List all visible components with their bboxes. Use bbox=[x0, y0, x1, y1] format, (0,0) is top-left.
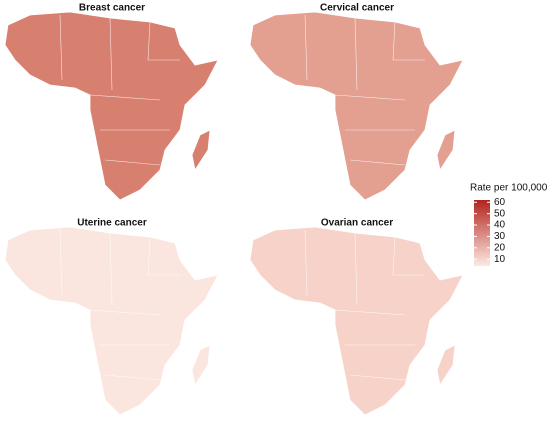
borders bbox=[59, 229, 180, 381]
borders bbox=[59, 14, 180, 166]
panel-title: Cervical cancer bbox=[320, 3, 394, 14]
borders bbox=[304, 14, 425, 166]
madagascar bbox=[191, 129, 211, 172]
continent bbox=[4, 11, 219, 201]
panels: Breast cancer Cervical cancer Uterine canc… bbox=[4, 3, 464, 416]
legend-tick-label: 20 bbox=[494, 242, 506, 253]
legend-tick-label: 10 bbox=[494, 254, 506, 265]
legend-tick-label: 60 bbox=[494, 197, 506, 208]
legend-bar bbox=[474, 200, 490, 266]
madagascar bbox=[436, 344, 456, 387]
continent bbox=[249, 11, 464, 201]
legend-tick-label: 50 bbox=[494, 208, 506, 219]
legend-title: Rate per 100,000 bbox=[470, 183, 548, 194]
map-panel: Breast cancer bbox=[4, 3, 219, 201]
legend-tick-label: 40 bbox=[494, 220, 506, 231]
panel-title: Uterine cancer bbox=[77, 218, 147, 229]
continent bbox=[249, 226, 464, 416]
map-panel: Cervical cancer bbox=[249, 3, 464, 201]
panel-title: Ovarian cancer bbox=[321, 218, 393, 229]
madagascar bbox=[436, 129, 456, 172]
map-panel: Uterine cancer bbox=[4, 218, 219, 416]
continent bbox=[4, 226, 219, 416]
map-panel: Ovarian cancer bbox=[249, 218, 464, 416]
borders bbox=[304, 229, 425, 381]
panel-title: Breast cancer bbox=[79, 3, 145, 14]
legend-tick-label: 30 bbox=[494, 231, 506, 242]
madagascar bbox=[191, 344, 211, 387]
